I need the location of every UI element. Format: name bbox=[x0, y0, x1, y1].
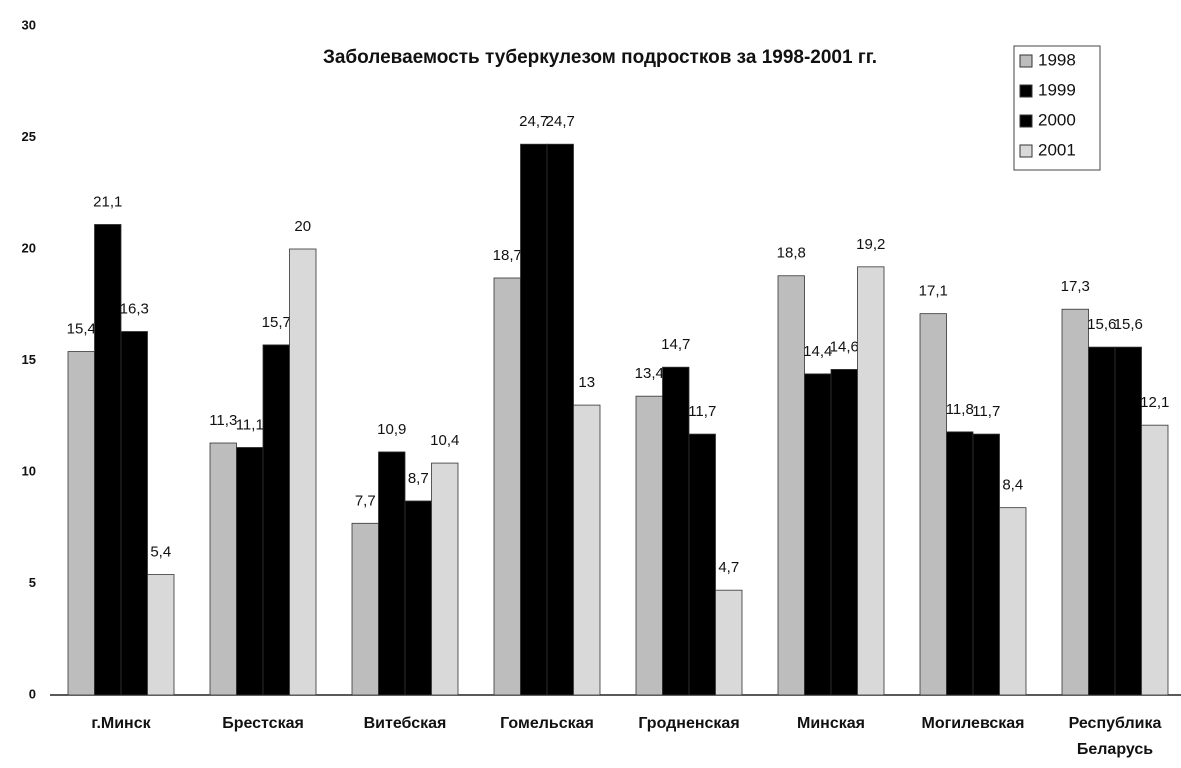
y-tick-label: 10 bbox=[22, 463, 36, 478]
x-tick-label: Брестская bbox=[222, 715, 304, 732]
data-label: 11,8 bbox=[946, 401, 974, 418]
y-tick-label: 25 bbox=[22, 129, 36, 144]
bar bbox=[378, 451, 406, 696]
data-label: 8,4 bbox=[1002, 477, 1023, 494]
data-label: 24,7 bbox=[519, 113, 548, 130]
bar bbox=[94, 224, 122, 696]
data-label: 14,6 bbox=[830, 338, 859, 355]
bar bbox=[351, 522, 379, 696]
bar bbox=[972, 433, 1000, 696]
data-label: 13 bbox=[578, 374, 595, 391]
x-tick-label: Могилевская bbox=[921, 715, 1024, 732]
bar bbox=[573, 404, 601, 696]
bar bbox=[289, 248, 317, 696]
data-label: 20 bbox=[294, 218, 311, 235]
data-label: 19,2 bbox=[856, 236, 885, 253]
data-label: 5,4 bbox=[150, 544, 171, 561]
data-label: 15,6 bbox=[1087, 316, 1116, 333]
bar bbox=[67, 351, 95, 696]
data-label: 17,3 bbox=[1061, 278, 1090, 295]
data-label: 15,7 bbox=[262, 314, 291, 331]
data-label: 14,4 bbox=[803, 343, 832, 360]
x-tick-label: Республика Беларусь bbox=[1069, 715, 1162, 758]
bar bbox=[120, 331, 148, 696]
x-tick-label: Гомельская bbox=[500, 715, 594, 732]
data-label: 4,7 bbox=[718, 559, 739, 576]
bar bbox=[804, 373, 832, 696]
bar bbox=[520, 143, 548, 696]
data-label: 13,4 bbox=[635, 365, 664, 382]
bar bbox=[262, 344, 290, 696]
bar bbox=[493, 277, 521, 696]
bar bbox=[404, 500, 432, 696]
bar bbox=[857, 266, 885, 696]
bar bbox=[830, 369, 858, 696]
data-label: 15,6 bbox=[1114, 316, 1143, 333]
data-label: 14,7 bbox=[661, 336, 690, 353]
data-label: 11,3 bbox=[209, 412, 237, 429]
data-label: 10,9 bbox=[377, 421, 406, 438]
bar bbox=[546, 143, 574, 696]
y-tick-label: 0 bbox=[29, 686, 36, 701]
data-label: 18,8 bbox=[777, 245, 806, 262]
bar bbox=[1141, 424, 1169, 696]
bar bbox=[236, 447, 264, 696]
data-label: 17,1 bbox=[919, 283, 948, 300]
x-tick-label: Витебская bbox=[364, 715, 447, 732]
y-tick-label: 15 bbox=[22, 352, 36, 367]
bar bbox=[147, 574, 175, 696]
data-label: 18,7 bbox=[493, 247, 522, 264]
bar bbox=[635, 395, 663, 696]
data-label: 7,7 bbox=[355, 492, 376, 509]
bar bbox=[688, 433, 716, 696]
legend-swatch bbox=[1019, 54, 1033, 68]
chart-title: Заболеваемость туберкулезом подростков з… bbox=[323, 47, 877, 68]
bar bbox=[209, 442, 237, 696]
bar bbox=[431, 462, 459, 696]
legend-label: 1999 bbox=[1038, 80, 1076, 99]
data-label: 10,4 bbox=[430, 432, 459, 449]
data-label: 15,4 bbox=[67, 321, 96, 338]
legend-swatch bbox=[1019, 114, 1033, 128]
y-tick-label: 30 bbox=[22, 17, 36, 32]
data-label: 11,7 bbox=[688, 403, 716, 420]
data-label: 11,7 bbox=[972, 403, 1000, 420]
data-label: 21,1 bbox=[93, 193, 122, 210]
bar bbox=[1088, 346, 1116, 696]
data-label: 12,1 bbox=[1140, 394, 1169, 411]
bar bbox=[919, 313, 947, 696]
bar bbox=[715, 589, 743, 696]
legend-label: 2000 bbox=[1038, 110, 1076, 129]
y-tick-label: 5 bbox=[29, 575, 36, 590]
y-tick-label: 20 bbox=[22, 240, 36, 255]
data-label: 8,7 bbox=[408, 470, 429, 487]
data-label: 24,7 bbox=[546, 113, 575, 130]
legend-swatch bbox=[1019, 144, 1033, 158]
x-tick-label: Минская bbox=[797, 715, 865, 732]
legend-swatch bbox=[1019, 84, 1033, 98]
bar bbox=[1061, 308, 1089, 696]
bar bbox=[1114, 346, 1142, 696]
data-label: 16,3 bbox=[120, 300, 149, 317]
bar bbox=[777, 275, 805, 696]
bar bbox=[999, 507, 1027, 696]
legend-label: 2001 bbox=[1038, 140, 1076, 159]
bar bbox=[946, 431, 974, 696]
x-tick-label: г.Минск bbox=[91, 715, 151, 732]
x-tick-label: Гродненская bbox=[638, 715, 739, 732]
data-label: 11,1 bbox=[236, 416, 264, 433]
bar bbox=[662, 366, 690, 696]
legend-label: 1998 bbox=[1038, 50, 1076, 69]
